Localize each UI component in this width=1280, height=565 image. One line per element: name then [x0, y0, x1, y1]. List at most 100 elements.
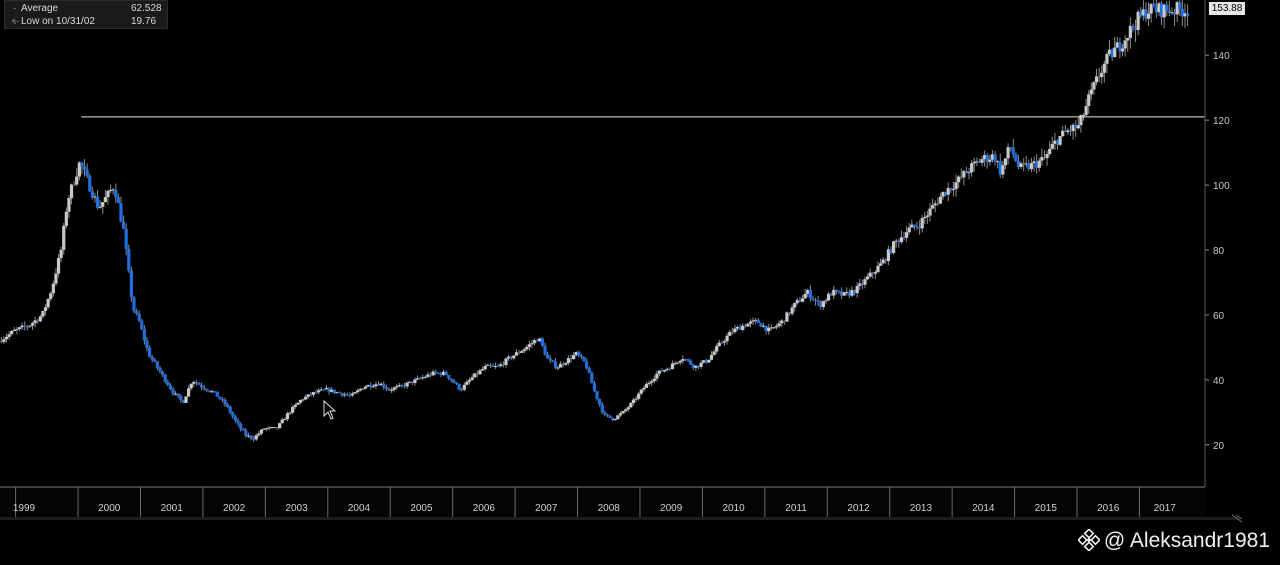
candle-body-up	[361, 388, 365, 390]
candle-body-up	[621, 411, 625, 414]
candle-body-up	[49, 293, 53, 299]
scrollbar-track[interactable]	[0, 517, 1240, 520]
candle	[767, 323, 771, 335]
candle-body-up	[2, 339, 6, 342]
candle	[98, 200, 102, 209]
candle	[447, 374, 451, 381]
candle-body-up	[774, 326, 779, 328]
candle	[709, 351, 714, 361]
candle	[1159, 0, 1164, 26]
candle-body-up	[493, 365, 498, 367]
candle	[761, 322, 766, 328]
candle-body-down	[829, 293, 833, 296]
candle-body-up	[12, 329, 16, 332]
candle-body-up	[670, 363, 675, 370]
y-tick-label: 40	[1213, 376, 1225, 387]
candle-body-up	[473, 373, 477, 378]
candle	[1157, 1, 1161, 17]
candle-body-up	[499, 364, 503, 367]
candle-body-down	[889, 249, 893, 253]
candle-body-up	[280, 419, 284, 424]
candle-body-up	[1061, 130, 1065, 137]
candle	[717, 339, 721, 347]
candle-body-down	[603, 412, 607, 415]
candle-body-up	[616, 415, 620, 420]
candle-body-up	[946, 188, 950, 195]
candle-body-down	[1154, 7, 1158, 13]
candle	[473, 373, 477, 378]
candle	[272, 427, 277, 429]
candle-body-up	[899, 237, 904, 243]
candle-body-up	[1029, 163, 1034, 170]
candle-body-up	[278, 423, 282, 429]
candle-body-down	[163, 374, 167, 382]
candle-body-up	[298, 400, 303, 403]
candle-body-up	[626, 407, 630, 410]
resize-grip-icon[interactable]	[1231, 514, 1243, 523]
candle	[728, 329, 732, 336]
candle-body-up	[962, 171, 966, 178]
candle-body-up	[483, 365, 487, 370]
year-label: 1999	[13, 503, 36, 514]
candle	[64, 207, 68, 229]
y-tick-label: 60	[1213, 311, 1225, 322]
candle-body-up	[366, 384, 370, 387]
year-label: 2011	[785, 503, 807, 514]
candle-body-up	[655, 373, 659, 379]
candle-body-up	[559, 363, 563, 368]
candle	[694, 365, 698, 372]
candle-body-up	[285, 413, 290, 420]
candle	[600, 401, 604, 415]
candle-body-down	[787, 312, 792, 314]
legend-average-value: 62.528	[131, 3, 162, 14]
year-label: 2010	[722, 503, 745, 514]
candle	[592, 380, 597, 393]
candle-body-up	[1170, 12, 1174, 14]
candle	[1165, 1, 1169, 17]
candle-body-down	[171, 388, 175, 394]
candle-body-up	[397, 385, 401, 387]
candle-body-up	[1149, 3, 1153, 14]
candle	[855, 282, 859, 298]
candle-body-down	[551, 360, 555, 362]
candle	[460, 387, 464, 392]
candle	[1032, 156, 1036, 172]
candle	[702, 360, 706, 364]
candle	[1141, 0, 1145, 21]
candle-body-up	[624, 409, 628, 412]
candle-body-up	[330, 389, 334, 392]
candle	[1144, 2, 1148, 22]
candle	[15, 326, 19, 335]
candle-body-up	[868, 272, 872, 277]
candle-body-down	[241, 428, 245, 431]
candle-body-up	[530, 343, 534, 345]
candle-body-down	[213, 391, 217, 393]
candle	[340, 392, 344, 398]
candle-body-down	[902, 237, 906, 239]
candle	[10, 329, 14, 336]
candle	[579, 353, 584, 360]
candle-body-up	[187, 388, 191, 397]
candle	[200, 382, 204, 391]
candle-body-down	[847, 291, 851, 296]
candle	[746, 323, 750, 327]
candle	[743, 323, 747, 328]
candle-body-up	[1123, 40, 1127, 49]
candle	[777, 320, 781, 329]
candle	[637, 392, 641, 401]
candle	[962, 169, 966, 186]
candle	[470, 374, 474, 381]
candle	[754, 318, 758, 325]
candle	[415, 375, 420, 381]
candle	[85, 163, 89, 178]
candle-body-down	[244, 430, 248, 436]
candle	[36, 318, 40, 324]
candle-body-down	[434, 371, 438, 373]
candle-body-up	[184, 396, 188, 403]
candle-body-down	[1110, 49, 1114, 58]
candle-body-down	[569, 358, 573, 360]
candle	[374, 381, 378, 389]
candle	[803, 289, 807, 299]
candle-body-down	[231, 412, 235, 417]
